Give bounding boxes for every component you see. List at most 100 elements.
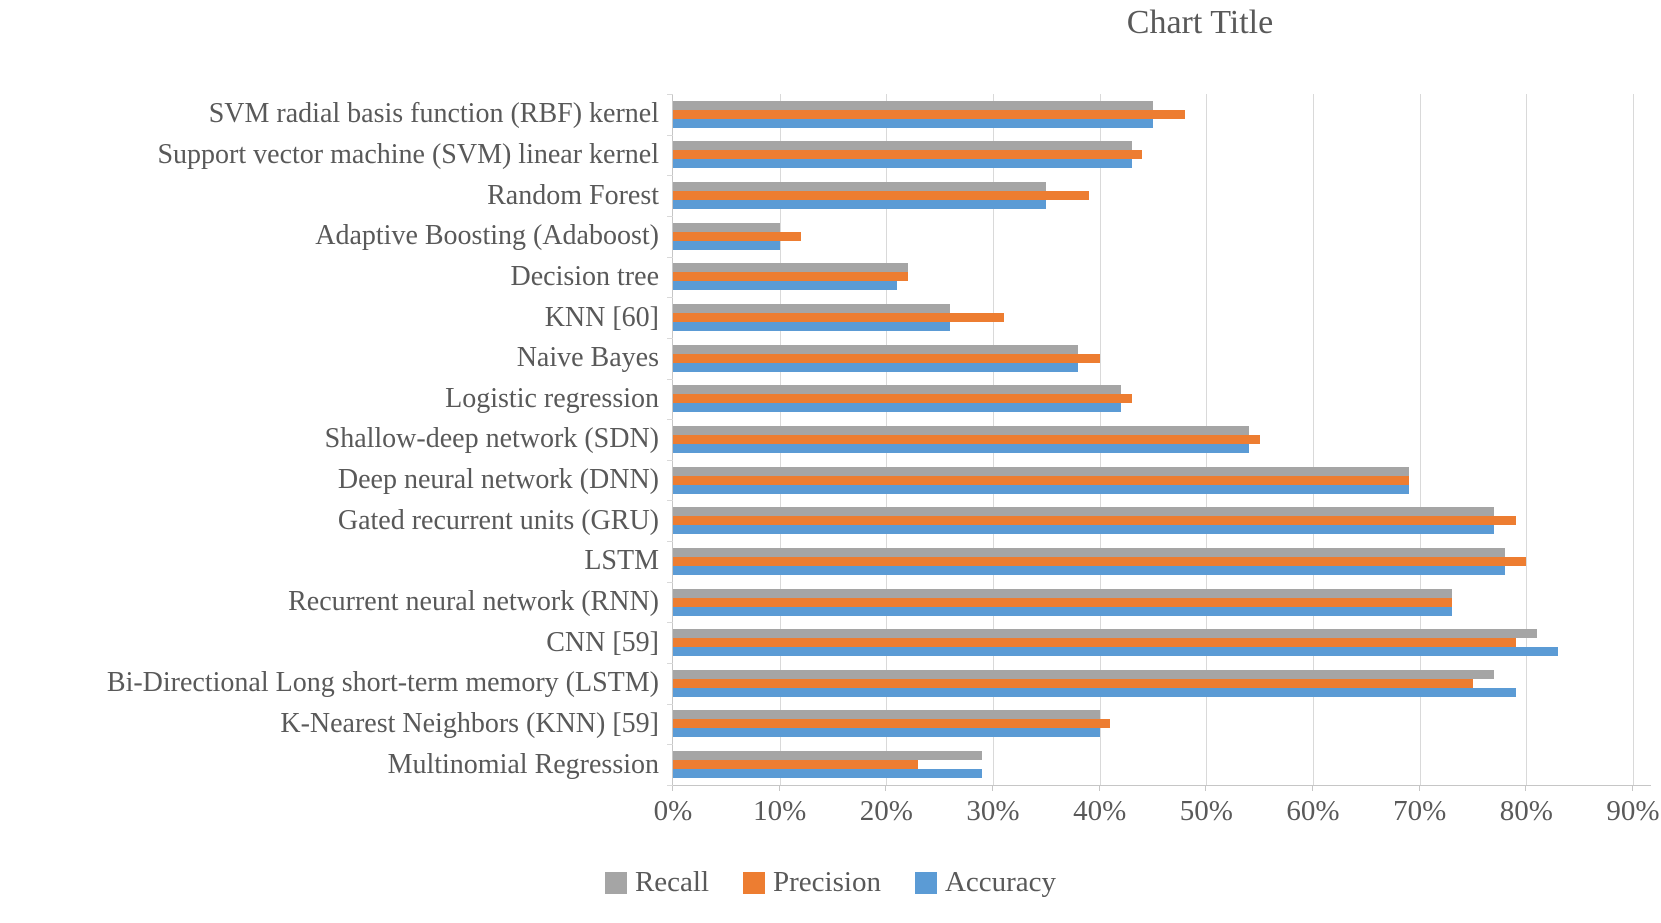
category-axis-tick (667, 785, 673, 786)
bar-precision (673, 638, 1516, 648)
value-axis-tick-label: 90% (1606, 795, 1660, 827)
value-axis-tick-label: 70% (1393, 795, 1447, 827)
value-axis-tick-label: 60% (1286, 795, 1340, 827)
bar-recall (673, 304, 951, 314)
bar-rows (673, 94, 1633, 785)
bar-accuracy (673, 769, 983, 779)
bar-accuracy (673, 565, 1505, 575)
category-axis-tick (667, 175, 673, 176)
legend-label: Precision (773, 866, 881, 898)
bar-recall (673, 141, 1132, 151)
bar-group (673, 460, 1633, 501)
bar-precision (673, 394, 1132, 404)
bar-recall (673, 222, 780, 232)
bar-recall (673, 425, 1249, 435)
bar-accuracy (673, 240, 780, 250)
category-axis-line (672, 94, 673, 785)
category-label: Multinomial Regression (387, 748, 659, 780)
legend-label: Recall (634, 866, 710, 898)
bar-accuracy (673, 606, 1452, 616)
bar-group (673, 622, 1633, 663)
bar-recall (673, 507, 1495, 517)
gridline (1526, 94, 1528, 785)
category-axis-tick (667, 419, 673, 420)
bar-recall (673, 588, 1452, 598)
category-axis-tick (667, 541, 673, 542)
bar-precision (673, 313, 1004, 323)
category-axis-tick (667, 663, 673, 664)
bar-group (673, 582, 1633, 623)
value-axis-tick (1632, 785, 1633, 791)
bar-precision (673, 719, 1111, 729)
bar-precision (673, 272, 908, 282)
bar-group (673, 94, 1633, 135)
bar-recall (673, 710, 1100, 720)
bar-group (673, 297, 1633, 338)
category-axis-tick (667, 338, 673, 339)
value-axis-tick-label: 10% (753, 795, 807, 827)
bar-accuracy (673, 728, 1100, 738)
bar-accuracy (673, 200, 1047, 210)
bar-accuracy (673, 159, 1132, 169)
category-label: Random Forest (487, 179, 659, 211)
category-axis-tick (667, 379, 673, 380)
category-axis-tick (667, 297, 673, 298)
bar-group (673, 338, 1633, 379)
bar-group (673, 663, 1633, 704)
category-axis-tick (667, 94, 673, 95)
bar-recall (673, 669, 1495, 679)
category-label: Recurrent neural network (RNN) (288, 586, 659, 617)
category-axis-tick (667, 582, 673, 583)
category-axis-tick (667, 704, 673, 705)
category-label: Adaptive Boosting (Adaboost) (315, 220, 659, 252)
bar-accuracy (673, 647, 1559, 657)
bar-precision (673, 109, 1185, 119)
category-axis-tick (667, 500, 673, 501)
value-axis-tick-label: 0% (653, 795, 693, 827)
bar-recall (673, 547, 1505, 557)
category-label: KNN [60] (544, 301, 659, 333)
category-label: Logistic regression (445, 382, 659, 414)
value-axis-tick-label: 20% (859, 795, 913, 827)
category-label: Shallow-deep network (SDN) (324, 423, 659, 455)
value-axis-line (672, 785, 1651, 786)
bar-accuracy (673, 484, 1409, 494)
category-label: Support vector machine (SVM) linear kern… (157, 138, 659, 170)
category-axis-tick (667, 460, 673, 461)
bar-accuracy (673, 322, 951, 332)
value-axis-tick (885, 785, 887, 791)
category-axis-tick (667, 622, 673, 623)
bar-accuracy (673, 362, 1079, 372)
bar-accuracy (673, 118, 1153, 128)
value-axis-tick-label: 80% (1499, 795, 1553, 827)
category-label: SVM radial basis function (RBF) kernel (208, 98, 659, 130)
bar-group (673, 500, 1633, 541)
value-axis-tick (1205, 785, 1207, 791)
bar-recall (673, 344, 1079, 354)
bar-precision (673, 516, 1516, 526)
category-label: Naive Bayes (516, 342, 659, 374)
bar-group (673, 216, 1633, 257)
category-label: K-Nearest Neighbors (KNN) [59] (280, 707, 659, 739)
legend-item: Precision (743, 866, 881, 899)
bar-precision (673, 231, 801, 241)
bar-group (673, 378, 1633, 419)
bar-group (673, 744, 1633, 785)
bar-accuracy (673, 443, 1249, 453)
value-axis-tick (672, 785, 673, 791)
bar-precision (673, 434, 1260, 444)
bar-precision (673, 760, 919, 770)
plot-area (667, 94, 1651, 791)
bar-accuracy (673, 281, 897, 291)
value-axis-tick (778, 785, 780, 791)
value-axis-tick (991, 785, 993, 791)
category-label: Bi-Directional Long short-term memory (L… (106, 667, 659, 699)
value-axis-tick-label: 40% (1073, 795, 1127, 827)
value-axis-tick-label: 50% (1179, 795, 1233, 827)
category-axis-tick (667, 257, 673, 258)
bar-precision (673, 678, 1473, 688)
bar-precision (673, 475, 1409, 485)
bar-recall (673, 751, 983, 761)
legend-item: Recall (604, 866, 710, 899)
